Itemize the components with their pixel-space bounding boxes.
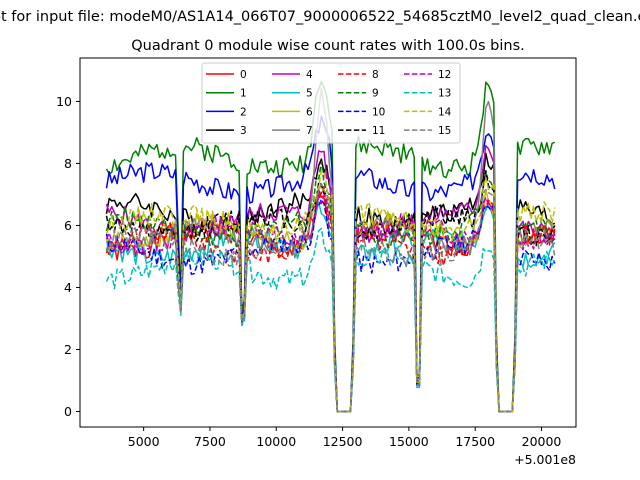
- legend-label-4: 4: [306, 69, 313, 81]
- legend-label-3: 3: [240, 125, 247, 137]
- chart-title: Quadrant 0 module wise count rates with …: [131, 38, 525, 54]
- y-tick-label: 2: [64, 342, 72, 357]
- y-axis: 0 2 4 6 8 10: [56, 94, 80, 419]
- legend-box: [201, 62, 461, 144]
- legend-label-7: 7: [306, 125, 313, 137]
- legend-label-8: 8: [372, 69, 379, 81]
- legend-label-13: 13: [438, 88, 451, 100]
- legend-label-6: 6: [306, 106, 313, 118]
- series-line-14: [105, 170, 556, 413]
- legend-label-9: 9: [372, 88, 379, 100]
- series-lines: [105, 81, 556, 413]
- figure-suptitle: Plot for input file: modeM0/AS1A14_066T0…: [0, 9, 640, 25]
- series-line-13: [105, 227, 556, 413]
- series-line-10: [105, 198, 556, 413]
- x-axis: 5000 7500 10000 12500 15000 17500 20000: [128, 427, 562, 449]
- x-tick-label: 17500: [455, 434, 495, 449]
- legend-label-1: 1: [240, 88, 247, 100]
- y-tick-label: 0: [64, 404, 72, 419]
- legend-label-5: 5: [306, 88, 313, 100]
- plot-frame: [79, 57, 577, 428]
- x-tick-label: 20000: [522, 434, 562, 449]
- legend-label-11: 11: [372, 125, 385, 137]
- x-tick-label: 7500: [194, 434, 226, 449]
- x-tick-label: 15000: [389, 434, 429, 449]
- x-offset-label: +5.001e8: [514, 452, 576, 467]
- y-tick-label: 6: [64, 218, 72, 233]
- x-tick-label: 12500: [323, 434, 363, 449]
- legend-label-10: 10: [372, 106, 385, 118]
- x-tick-label: 10000: [256, 434, 296, 449]
- x-tick-label: 5000: [128, 434, 160, 449]
- y-tick-label: 4: [64, 280, 72, 295]
- legend-label-12: 12: [438, 69, 451, 81]
- y-tick-label: 10: [56, 94, 72, 109]
- legend-label-15: 15: [438, 125, 451, 137]
- legend-label-14: 14: [438, 106, 452, 118]
- series-line-15: [105, 183, 556, 413]
- y-tick-label: 8: [64, 156, 72, 171]
- legend-label-0: 0: [240, 69, 247, 81]
- legend-label-2: 2: [240, 106, 247, 118]
